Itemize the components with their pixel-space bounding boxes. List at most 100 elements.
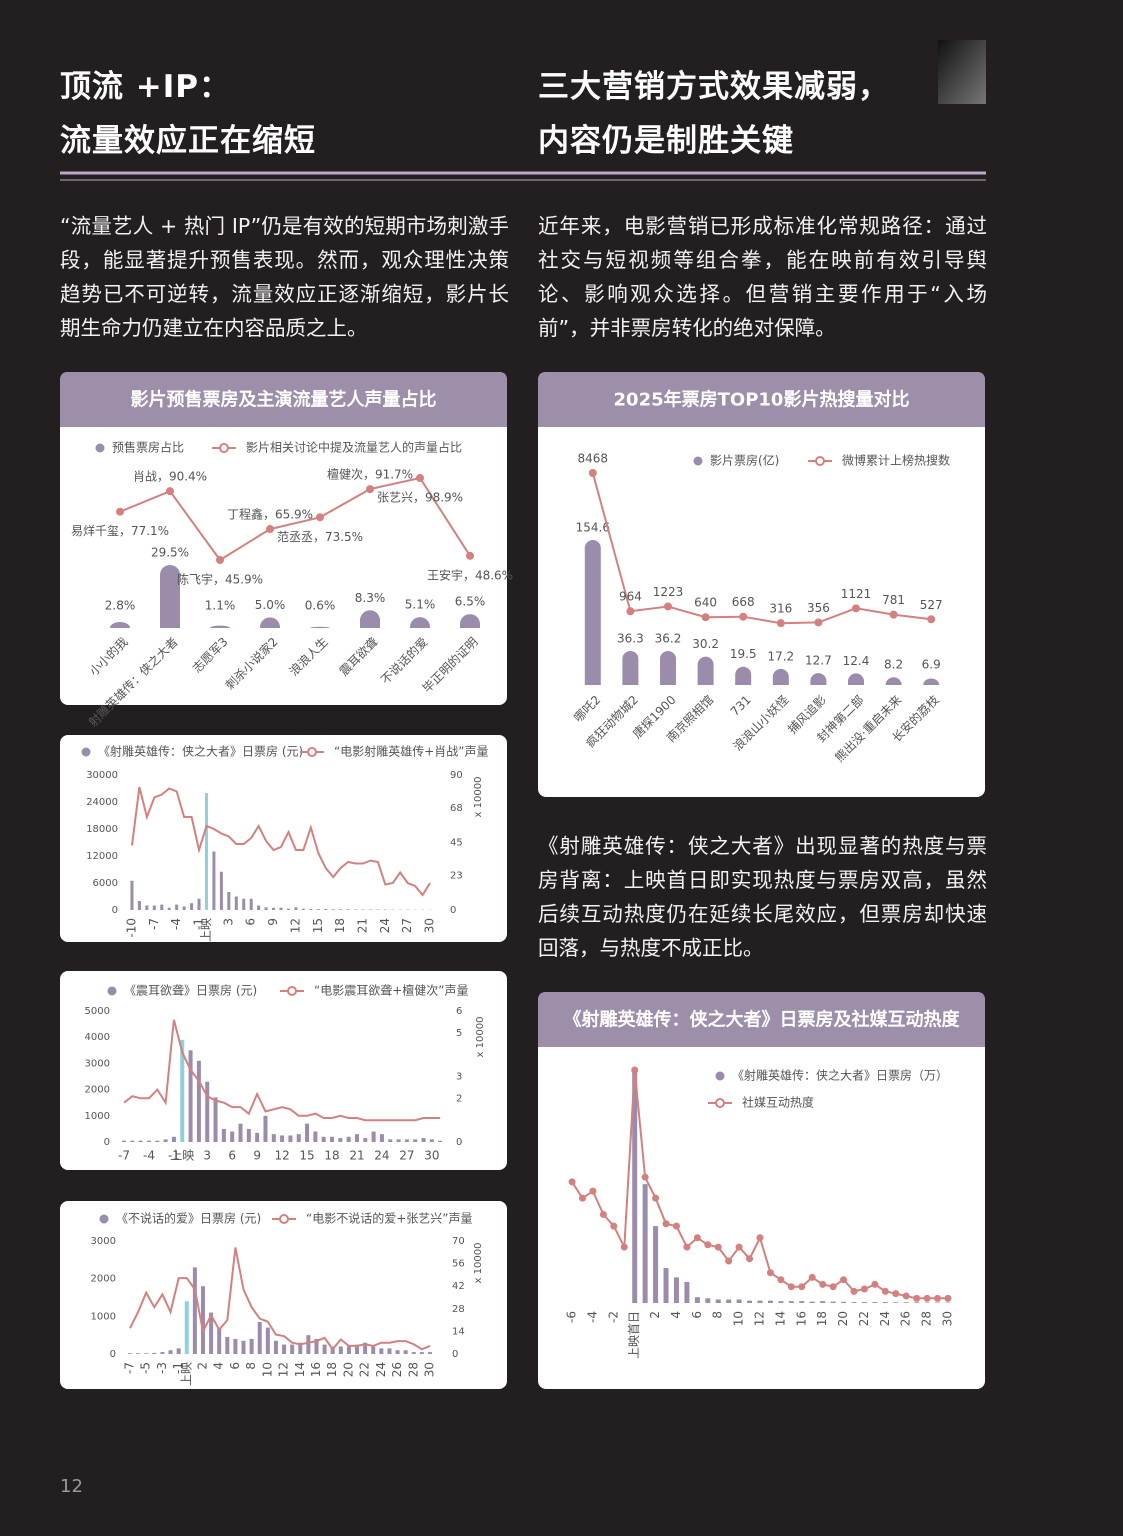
bar <box>241 1340 246 1354</box>
bar <box>861 1302 867 1303</box>
line-marker <box>589 1187 597 1195</box>
data-label: 范丞丞，73.5% <box>277 530 363 544</box>
y2-tick-label: 2 <box>456 1093 462 1104</box>
bar <box>294 907 298 910</box>
y2-axis-label: x 10000 <box>473 1243 484 1284</box>
bar <box>230 1131 235 1142</box>
bar <box>110 622 130 628</box>
bar <box>221 1128 226 1142</box>
bar <box>271 1134 276 1142</box>
data-label: 5.0% <box>255 598 286 612</box>
x-tick-label: 10 <box>260 1362 274 1377</box>
bar <box>715 1299 721 1303</box>
x-tick-label: 15 <box>311 918 325 933</box>
bar <box>282 1344 287 1354</box>
bar <box>767 1300 773 1303</box>
y2-axis-label: x 10000 <box>475 1017 486 1058</box>
bar <box>363 1138 368 1142</box>
data-label: 964 <box>619 590 642 604</box>
bar <box>322 1344 327 1354</box>
line-marker <box>116 507 124 516</box>
y-tick-label: 1000 <box>91 1311 116 1322</box>
line-marker <box>923 1294 931 1302</box>
bar <box>265 1327 270 1354</box>
data-label: 781 <box>882 593 905 607</box>
x-tick-label: 9 <box>253 1149 261 1163</box>
bar <box>697 656 714 685</box>
line-marker <box>871 1280 879 1288</box>
line <box>591 472 932 625</box>
legend-label: “电影震耳欲聋+檀健次”声量 <box>314 983 469 998</box>
y-tick-label: 4000 <box>85 1032 110 1043</box>
line-marker <box>934 1294 942 1302</box>
line-marker <box>568 1178 576 1186</box>
y2-axis-label: x 10000 <box>473 777 484 818</box>
line-marker <box>850 1287 858 1295</box>
bar <box>772 668 789 685</box>
paragraph: “流量艺人 + 热门 IP”仍是有效的短期市场刺激手段，能显著提升预售表现。然而… <box>60 214 509 340</box>
legend-marker <box>219 443 229 453</box>
bar <box>914 1302 920 1303</box>
x-tick-label: -1 <box>168 1149 180 1163</box>
data-label: 2.8% <box>105 599 136 613</box>
line-marker <box>641 1173 649 1181</box>
y2-tick-label: 90 <box>450 770 463 781</box>
x-tick-label: 14 <box>293 1362 307 1377</box>
bar <box>152 905 156 910</box>
line-marker <box>913 1294 921 1302</box>
bar <box>301 908 305 910</box>
x-tick-label: 24 <box>374 1149 389 1163</box>
legend-marker <box>279 1214 289 1224</box>
line-marker <box>777 1276 785 1284</box>
bar <box>799 1301 805 1303</box>
data-label: 36.3 <box>617 631 644 645</box>
x-tick-label: -4 <box>169 918 183 930</box>
line <box>131 786 431 897</box>
bar <box>316 909 320 910</box>
x-tick-label: -6 <box>565 1311 579 1323</box>
bar <box>242 898 246 910</box>
legend-marker <box>815 456 825 466</box>
data-label: 8468 <box>578 452 609 466</box>
legend-label: “电影射雕英雄传+肖战”声量 <box>334 744 489 759</box>
line-marker <box>166 487 174 496</box>
bar <box>747 1300 753 1303</box>
bar <box>413 1139 418 1142</box>
bar <box>395 1350 400 1354</box>
bar <box>168 1350 173 1354</box>
y-tick-label: 0 <box>112 905 118 916</box>
legend-marker <box>693 456 703 466</box>
data-label: 8.2 <box>884 658 903 672</box>
title: 顶流 +IP： 流量效应正在缩短 <box>60 60 316 168</box>
bar <box>192 1267 197 1354</box>
bar <box>403 1350 408 1354</box>
y-tick-label: 30000 <box>86 770 118 781</box>
data-label: 张艺兴，98.9% <box>377 491 463 505</box>
x-tick-label: 6 <box>244 918 258 926</box>
line-marker <box>766 1269 774 1277</box>
line-marker <box>819 1280 827 1288</box>
bar <box>249 898 253 910</box>
chart-title: 2025年票房TOP10影片热搜量对比 <box>614 389 910 411</box>
title-line: 顶流 +IP： <box>60 69 232 105</box>
x-tick-label: -3 <box>155 1362 169 1374</box>
line-marker <box>693 1234 701 1242</box>
x-tick-label: 28 <box>406 1362 420 1377</box>
bar <box>263 1115 268 1142</box>
bar <box>146 1140 151 1142</box>
data-label: 316 <box>769 602 792 616</box>
bar <box>338 1346 343 1354</box>
x-tick-label: -1 <box>192 918 206 930</box>
card-header <box>538 372 985 427</box>
x-tick-label: 26 <box>390 1362 404 1377</box>
line-marker <box>714 1243 722 1251</box>
bar <box>296 1134 301 1142</box>
bar <box>160 904 164 910</box>
bar <box>726 1299 732 1303</box>
bar <box>188 1050 193 1142</box>
bar <box>427 1352 432 1354</box>
bar <box>346 1346 351 1354</box>
title-line: 流量效应正在缩短 <box>60 123 316 159</box>
line-marker <box>416 474 424 482</box>
bar <box>279 907 283 910</box>
